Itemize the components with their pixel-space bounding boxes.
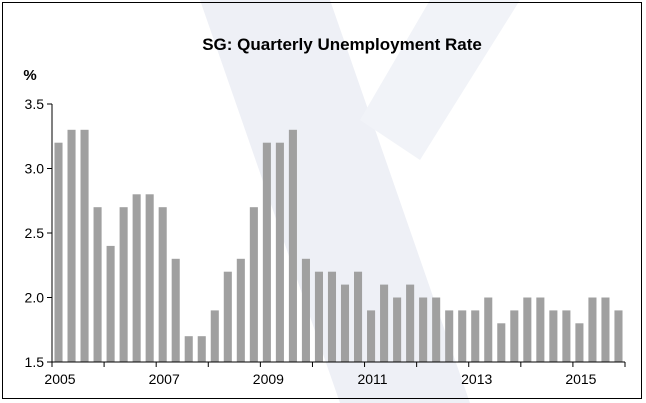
bar-2014Q3 [549, 310, 558, 362]
bar-2011Q3 [393, 297, 402, 362]
bar-2013Q3 [497, 323, 506, 362]
bar-2015Q3 [601, 297, 610, 362]
bar-2012Q3 [445, 310, 454, 362]
y-tick-label: 2.0 [25, 290, 45, 306]
bar-2007Q4 [197, 336, 206, 362]
bar-2007Q2 [171, 258, 180, 362]
x-tick-label: 2009 [253, 371, 284, 387]
bars-group [54, 129, 623, 362]
x-ticks-group: 2005 2007 2009 2011 2013 2015 [44, 362, 626, 387]
bar-2011Q2 [380, 284, 389, 362]
y-tick-label: 3.0 [25, 161, 45, 177]
bar-2014Q1 [523, 297, 532, 362]
x-tick-label: 2015 [565, 371, 596, 387]
y-tick-label: 1.5 [25, 354, 45, 370]
chart-title: SG: Quarterly Unemployment Rate [202, 35, 482, 54]
bar-2011Q1 [367, 310, 376, 362]
bar-2012Q4 [458, 310, 467, 362]
bar-2014Q2 [536, 297, 545, 362]
bar-2005Q1 [54, 142, 63, 362]
bar-2005Q3 [80, 129, 89, 362]
bar-2005Q4 [93, 207, 102, 362]
bar-2008Q2 [223, 271, 232, 362]
bar-2009Q2 [275, 142, 284, 362]
bar-2008Q4 [249, 207, 258, 362]
bar-2010Q1 [314, 271, 323, 362]
bar-2010Q2 [327, 271, 337, 362]
bar-2008Q3 [236, 258, 245, 362]
bar-2012Q2 [432, 297, 441, 362]
bar-2010Q3 [340, 284, 350, 362]
bar-2013Q2 [484, 297, 493, 362]
bar-2007Q1 [158, 207, 167, 362]
chart-frame [2, 2, 642, 399]
x-tick-label: 2007 [149, 371, 180, 387]
bar-2006Q2 [119, 207, 128, 362]
bar-2007Q3 [184, 336, 193, 362]
bar-2015Q2 [588, 297, 597, 362]
bar-2009Q3 [288, 129, 297, 362]
bar-2008Q1 [210, 310, 219, 362]
x-tick-label: 2011 [357, 371, 387, 387]
bar-2006Q4 [145, 194, 154, 362]
y-ticks-group: 1.5 2.0 2.5 3.0 3.5 [25, 96, 52, 370]
y-axis-label: % [23, 67, 36, 84]
bar-2015Q1 [575, 323, 584, 362]
bar-2013Q4 [510, 310, 519, 362]
y-tick-label: 2.5 [25, 225, 45, 241]
bar-2014Q4 [562, 310, 571, 362]
bar-2011Q4 [406, 284, 415, 362]
bar-2015Q4 [614, 310, 623, 362]
bar-2013Q1 [471, 310, 480, 362]
bar-2005Q2 [67, 129, 76, 362]
x-tick-label: 2013 [461, 371, 492, 387]
bar-2010Q4 [354, 271, 363, 362]
bar-2006Q1 [106, 245, 115, 362]
bar-2009Q1 [262, 142, 271, 362]
bar-2006Q3 [132, 194, 141, 362]
bar-2009Q4 [301, 258, 310, 362]
bar-2012Q1 [419, 297, 428, 362]
y-tick-label: 3.5 [25, 96, 45, 112]
x-tick-label: 2005 [44, 371, 75, 387]
